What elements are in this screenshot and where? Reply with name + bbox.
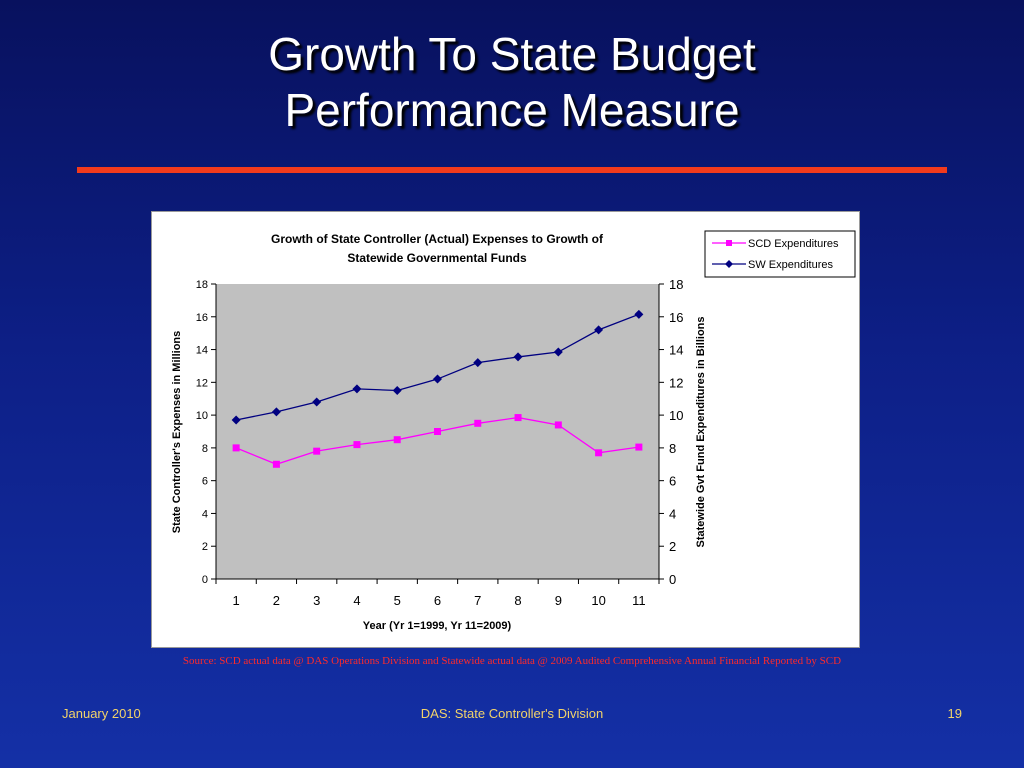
left-tick-label: 14: [196, 345, 208, 357]
series-layer: [231, 309, 644, 468]
data-point-sw: [553, 347, 563, 357]
data-point-sw: [231, 415, 241, 425]
data-point-sw: [433, 374, 442, 384]
slide-title-line-1: Growth To State Budget: [268, 28, 756, 80]
right-tick-label: 18: [669, 277, 683, 292]
y2-axis-label: Statewide Gvt Fund Expenditures in Billi…: [695, 316, 707, 547]
x-axis-label: Year (Yr 1=1999, Yr 11=2009): [363, 620, 512, 632]
left-tick-label: 6: [202, 476, 208, 488]
footer-organization: DAS: State Controller's Division: [420, 706, 604, 721]
left-axis: 0 2 4 6 8 10 12 14 16 18: [196, 279, 217, 586]
right-tick-label: 2: [669, 539, 676, 554]
data-point-sw: [634, 309, 644, 319]
chart-panel: Growth of State Controller (Actual) Expe…: [151, 211, 860, 648]
x-tick-label: 3: [313, 593, 320, 608]
left-tick-label: 2: [202, 541, 208, 553]
right-tick-label: 12: [669, 375, 683, 390]
left-tick-label: 4: [202, 508, 208, 520]
legend: SCD Expenditures SW Expenditures: [704, 230, 856, 278]
x-tick-label: 8: [514, 593, 521, 608]
data-point-scd: [232, 444, 240, 452]
left-tick-label: 10: [196, 410, 208, 422]
data-point-scd: [353, 441, 361, 449]
data-point-sw: [392, 386, 402, 396]
left-tick-label: 12: [196, 377, 208, 389]
data-point-sw: [594, 325, 604, 335]
x-tick-label: 6: [434, 593, 441, 608]
footer-date: January 2010: [62, 706, 141, 721]
right-tick-label: 6: [669, 474, 676, 489]
slide-title-line-2: Performance Measure: [284, 84, 740, 136]
source-note: Source: SCD actual data @ DAS Operations…: [182, 655, 842, 667]
right-tick-label: 10: [669, 408, 683, 423]
data-point-scd: [595, 449, 603, 457]
x-tick-label: 4: [353, 593, 360, 608]
legend-label-sw: SW Expenditures: [748, 259, 833, 271]
title-divider: [77, 167, 947, 173]
chart-title-line-2: Statewide Governmental Funds: [347, 251, 527, 265]
slide-title: Growth To State Budget Performance Measu…: [0, 26, 1024, 138]
x-axis: 1 2 3 4 5 6 7 8 9 10 11: [215, 578, 660, 608]
data-point-sw: [352, 384, 362, 394]
x-tick-label: 2: [273, 593, 280, 608]
left-tick-label: 8: [202, 443, 208, 455]
x-tick-label: 9: [555, 593, 562, 608]
right-tick-label: 0: [669, 572, 676, 587]
line-chart: Growth of State Controller (Actual) Expe…: [171, 230, 856, 632]
right-tick-label: 14: [669, 343, 683, 358]
x-tick-label: 11: [632, 593, 646, 608]
data-point-sw: [473, 358, 483, 368]
slide-number: 19: [947, 706, 962, 721]
x-tick-label: 7: [474, 593, 481, 608]
legend-box: [704, 230, 856, 278]
y-axis-label: State Controller's Expenses in Millions: [171, 331, 183, 534]
x-tick-label: 5: [394, 593, 401, 608]
data-point-scd: [434, 428, 441, 435]
x-tick-label: 10: [591, 593, 605, 608]
data-point-scd: [393, 436, 401, 444]
legend-label-scd: SCD Expenditures: [748, 238, 839, 250]
data-point-sw: [312, 397, 322, 407]
data-point-scd: [635, 443, 643, 451]
legend-marker-scd: [726, 240, 732, 246]
chart-title-line-1: Growth of State Controller (Actual) Expe…: [271, 232, 604, 246]
left-tick-label: 0: [202, 574, 208, 586]
data-point-scd: [313, 447, 321, 455]
x-tick-label: 1: [233, 593, 240, 608]
data-point-sw: [271, 407, 281, 417]
data-point-scd: [554, 421, 562, 429]
data-point-sw: [513, 352, 523, 362]
data-point-scd: [514, 414, 522, 422]
legend-marker-sw: [725, 260, 733, 268]
left-tick-label: 18: [196, 279, 208, 291]
right-tick-label: 16: [669, 310, 683, 325]
data-point-scd: [474, 419, 482, 427]
data-point-scd: [272, 460, 280, 468]
right-tick-label: 4: [669, 506, 676, 521]
right-tick-label: 8: [669, 441, 676, 456]
right-axis: 0 2 4 6 8 10 12 14 16 18: [658, 277, 683, 587]
left-tick-label: 16: [196, 312, 208, 324]
